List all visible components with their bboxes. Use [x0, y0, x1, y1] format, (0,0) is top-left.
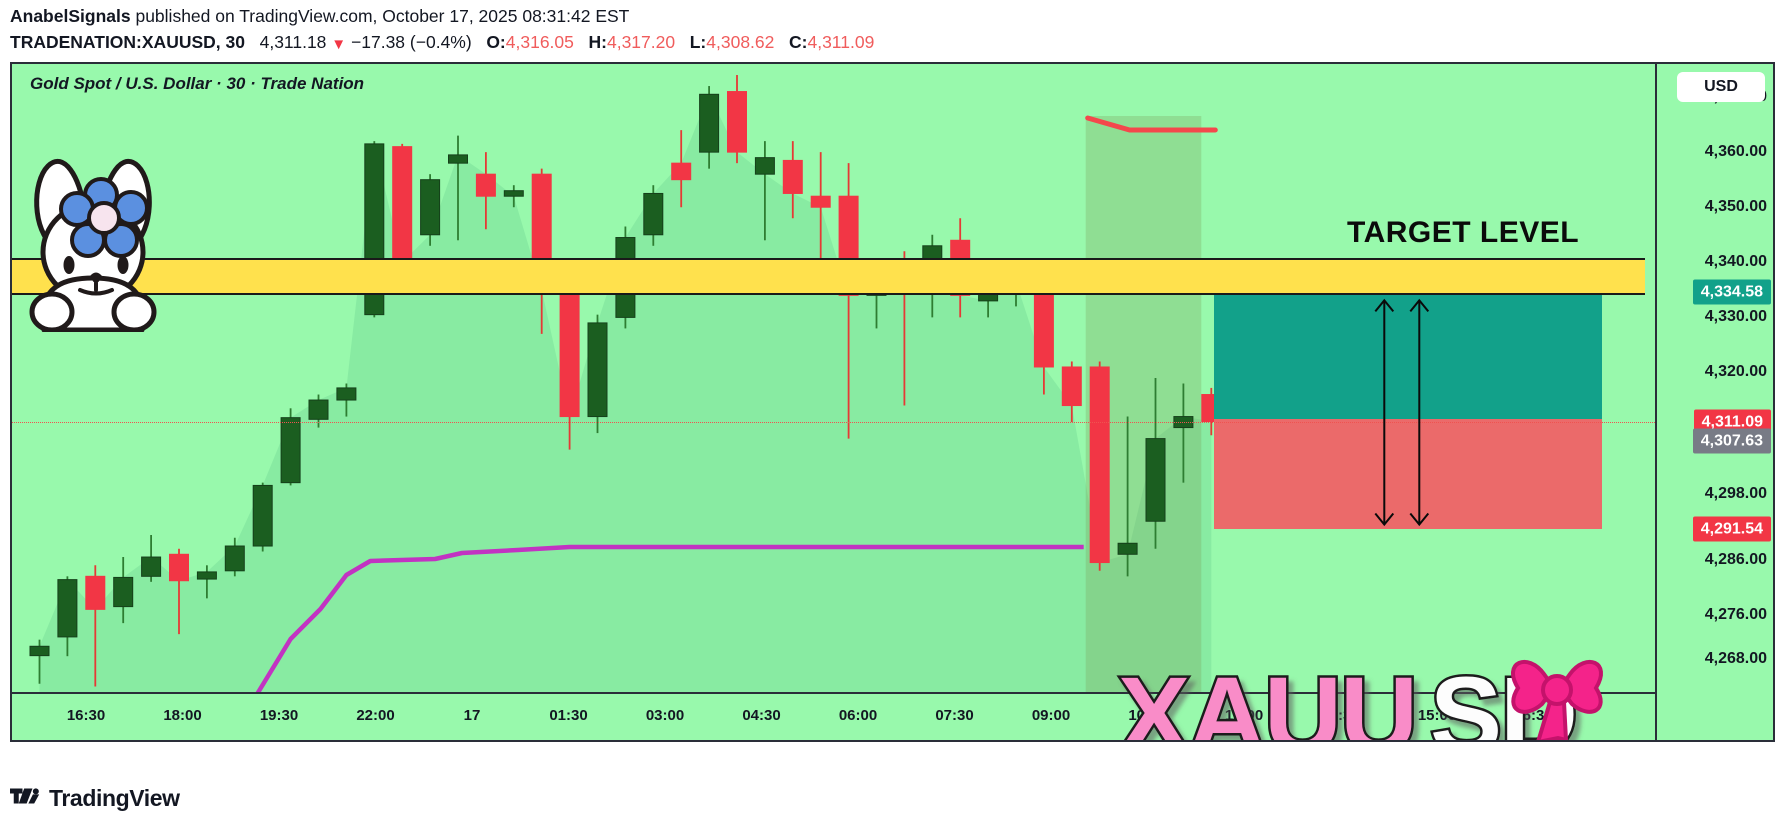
profit-target-box[interactable]	[1214, 295, 1602, 420]
change-percent: (−0.4%)	[409, 32, 472, 52]
chart-legend-title: Gold Spot / U.S. Dollar · 30 · Trade Nat…	[30, 74, 365, 93]
chart-canvas[interactable]: Gold Spot / U.S. Dollar · 30 · Trade Nat…	[10, 62, 1775, 742]
publish-line: AnabelSignals published on TradingView.c…	[10, 6, 629, 27]
price-tick: 4,350.00	[1704, 198, 1767, 216]
down-arrow-icon: ▼	[331, 36, 347, 53]
time-tick: 18:00	[163, 707, 202, 724]
price-badge-target[interactable]: 4,334.58	[1692, 279, 1771, 305]
time-tick: 10:30	[1128, 707, 1167, 724]
price-tick: 4,286.00	[1704, 550, 1767, 568]
change-absolute: −17.38	[351, 32, 406, 52]
time-tick: 03:00	[645, 707, 685, 724]
time-tick: 07:30	[935, 707, 974, 724]
tradingview-logo-icon	[10, 785, 40, 812]
bunny-sticker-icon	[24, 152, 174, 333]
open-label: O:	[486, 32, 506, 52]
low-value: 4,308.62	[706, 32, 775, 52]
time-axis[interactable]: 16:30 18:00 19:30 22:00 17 01:30 03:00 04:30 06:…	[12, 692, 1655, 740]
open-value: 4,316.05	[505, 32, 574, 52]
close-value: 4,311.09	[807, 32, 875, 52]
quote-line: TRADENATION:XAUUSD, 30 4,311.18 ▼ −17.38…	[10, 32, 874, 53]
price-badge-stop[interactable]: 4,291.54	[1692, 516, 1771, 542]
tradingview-brand: TradingView	[49, 784, 180, 811]
published-text: published on TradingView.com, October 17…	[135, 6, 630, 26]
time-tick: 09:00	[1031, 707, 1071, 724]
time-tick: 15:00	[1417, 707, 1457, 724]
price-tick: 4,320.00	[1704, 363, 1767, 381]
time-tick: 16:30	[1514, 707, 1553, 724]
time-tick: 16:30	[66, 707, 106, 724]
time-tick: 12:00	[1224, 707, 1264, 724]
time-tick: 19:30	[259, 707, 299, 724]
tradingview-footer: TradingView	[10, 778, 180, 818]
target-level-label: TARGET LEVEL	[1347, 215, 1580, 249]
time-tick: 06:00	[838, 707, 878, 724]
last-price: 4,311.18	[259, 32, 327, 52]
author-name: AnabelSignals	[10, 6, 131, 26]
close-label: C:	[789, 32, 808, 52]
currency-pill[interactable]: USD	[1677, 72, 1765, 102]
high-value: 4,317.20	[606, 32, 676, 52]
price-axis[interactable]: USD 4,370.004,360.004,350.004,340.004,33…	[1655, 64, 1773, 740]
time-tick: 04:30	[742, 707, 781, 724]
price-tick: 4,340.00	[1704, 253, 1767, 271]
price-tick: 4,276.00	[1704, 605, 1767, 623]
price-tick: 4,268.00	[1704, 649, 1767, 667]
target-level-band[interactable]	[12, 257, 1645, 296]
stop-loss-box[interactable]	[1214, 419, 1602, 530]
high-label: H:	[588, 32, 607, 52]
low-label: L:	[689, 32, 707, 52]
time-tick: 01:30	[549, 707, 588, 724]
symbol-label: TRADENATION:XAUUSD, 30	[10, 32, 245, 52]
price-tick: 4,298.00	[1704, 484, 1767, 502]
time-tick: 17	[463, 707, 481, 724]
price-badge-entry[interactable]: 4,307.63	[1692, 428, 1771, 454]
time-tick: 13:30	[1321, 707, 1360, 724]
time-tick: 22:00	[356, 707, 395, 724]
price-tick: 4,330.00	[1704, 308, 1767, 326]
chart-header: AnabelSignals published on TradingView.c…	[0, 0, 1785, 62]
last-price-line	[12, 421, 1655, 423]
price-tick: 4,360.00	[1704, 143, 1767, 161]
